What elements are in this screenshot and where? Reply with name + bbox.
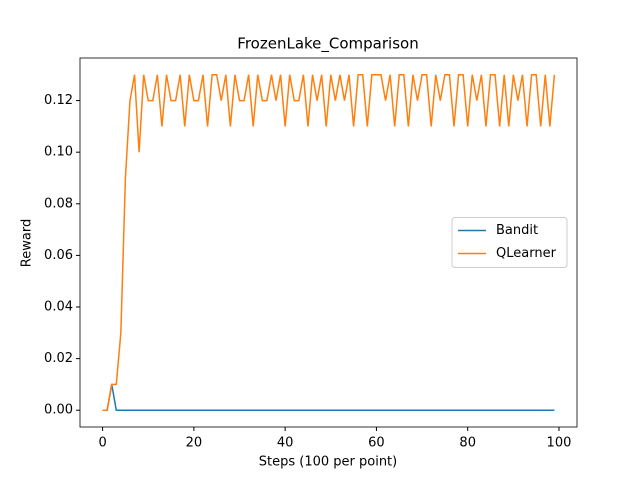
- legend-label: QLearner: [496, 246, 557, 261]
- data-line: [102, 384, 555, 411]
- legend-label: Bandit: [496, 223, 538, 238]
- chart-title: FrozenLake_Comparison: [237, 35, 418, 54]
- x-tick-label: 40: [277, 436, 294, 451]
- x-tick-label: 100: [547, 436, 572, 451]
- y-tick-label: 0.10: [44, 145, 73, 160]
- x-tick-label: 80: [459, 436, 476, 451]
- x-tick-label: 20: [186, 436, 203, 451]
- plot-frame: [79, 57, 578, 428]
- x-axis-label: Steps (100 per point): [259, 455, 397, 470]
- y-tick-label: 0.02: [44, 351, 73, 366]
- y-axis-label: Reward: [20, 219, 35, 267]
- y-tick-label: 0.08: [44, 196, 73, 211]
- y-tick-label: 0.00: [44, 403, 73, 418]
- y-tick-label: 0.06: [44, 248, 73, 263]
- x-tick-label: 60: [368, 436, 385, 451]
- data-line: [102, 74, 556, 411]
- y-tick-label: 0.12: [44, 93, 73, 108]
- y-tick-label: 0.04: [44, 300, 73, 315]
- x-tick-label: 0: [98, 436, 106, 451]
